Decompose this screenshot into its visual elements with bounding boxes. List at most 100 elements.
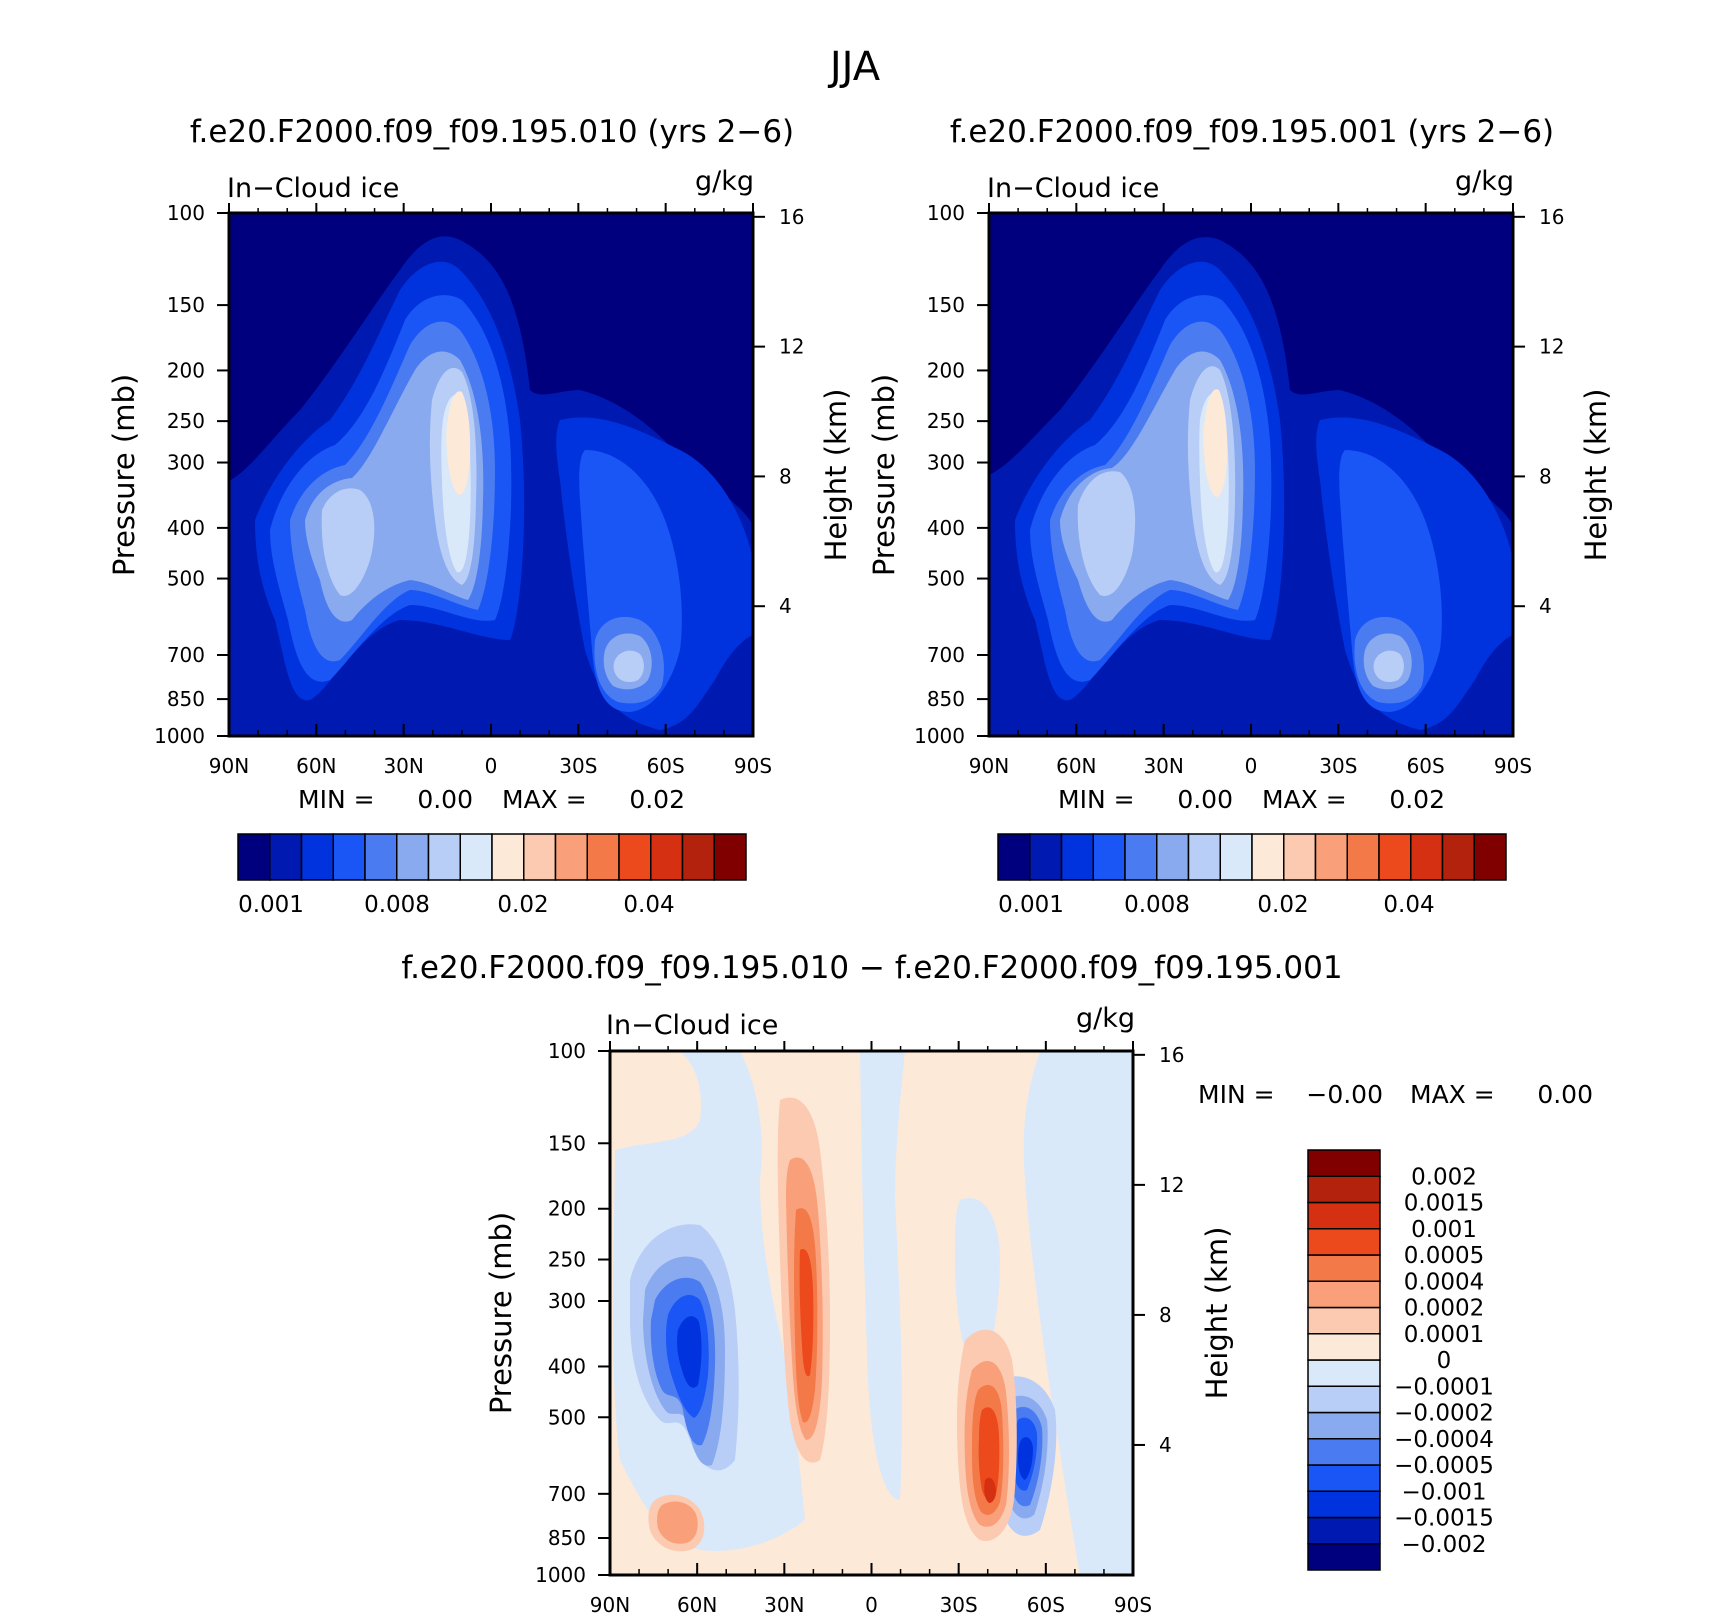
x-tick-label: 0 bbox=[485, 754, 498, 778]
contour-pos-4b bbox=[978, 1407, 1000, 1501]
y-tick-label: 200 bbox=[167, 358, 205, 382]
colorbar-box bbox=[1307, 1254, 1381, 1282]
colorbar-label: −0.0015 bbox=[1394, 1506, 1494, 1532]
x-tick-label: 60N bbox=[296, 754, 336, 778]
x-tick-label: 30S bbox=[940, 1593, 978, 1616]
panel-010-field bbox=[229, 213, 753, 736]
height-tick-label: 16 bbox=[1159, 1043, 1184, 1067]
colorbar-label: −0.0004 bbox=[1394, 1427, 1494, 1453]
colorbar-box bbox=[300, 833, 334, 881]
height-tick-label: 4 bbox=[779, 594, 792, 618]
colorbar-label: 0 bbox=[1437, 1348, 1452, 1374]
colorbar-box bbox=[1092, 833, 1126, 881]
colorbar-box bbox=[1307, 1438, 1381, 1466]
contour-level-8 bbox=[446, 391, 471, 495]
x-tick-label: 30S bbox=[1319, 754, 1357, 778]
colorbar-box bbox=[1307, 1359, 1381, 1387]
y-tick-label: 300 bbox=[927, 451, 965, 475]
colorbar-box bbox=[1307, 1543, 1381, 1571]
colorbar-box bbox=[713, 833, 747, 881]
panel-diff-ylabel: Pressure (mb) bbox=[484, 1212, 518, 1414]
panel-010: f.e20.F2000.f09_f09.195.010 (yrs 2−6) In… bbox=[107, 114, 853, 918]
colorbar-box bbox=[1346, 833, 1380, 881]
contour-pos-2c bbox=[657, 1501, 698, 1544]
colorbar-box bbox=[650, 833, 684, 881]
colorbar-label: 0.001 bbox=[1411, 1217, 1477, 1243]
x-tick-label: 60S bbox=[1027, 1593, 1065, 1616]
x-tick-label: 90N bbox=[590, 1593, 630, 1616]
colorbar-box bbox=[427, 833, 461, 881]
colorbar-box bbox=[1378, 833, 1412, 881]
colorbar-label: 0.0015 bbox=[1404, 1191, 1484, 1217]
colorbar-box bbox=[1307, 1490, 1381, 1519]
panel-010-max-value: 0.02 bbox=[629, 785, 685, 814]
colorbar-label: 0.0002 bbox=[1404, 1296, 1484, 1322]
panel-001-variable: In−Cloud ice bbox=[987, 173, 1159, 204]
colorbar-box bbox=[1307, 1201, 1381, 1230]
contour-level-6c bbox=[613, 650, 644, 683]
colorbar-label: 0.0004 bbox=[1404, 1269, 1484, 1295]
panel-diff-max-label: MAX = bbox=[1410, 1080, 1495, 1109]
colorbar-label: 0.02 bbox=[1257, 892, 1308, 918]
y-tick-label: 400 bbox=[927, 516, 965, 540]
y-tick-label: 300 bbox=[548, 1289, 586, 1313]
panel-diff-colorbar: 0.0020.00150.0010.00050.00040.00020.0001… bbox=[1307, 1149, 1494, 1571]
colorbar-box bbox=[1029, 833, 1063, 881]
colorbar-label: −0.0005 bbox=[1394, 1453, 1494, 1479]
panel-010-ylabel: Pressure (mb) bbox=[107, 374, 141, 576]
colorbar-box bbox=[459, 833, 493, 881]
y-tick-label: 700 bbox=[167, 643, 205, 667]
colorbar-box bbox=[523, 833, 557, 881]
colorbar-label: 0.001 bbox=[998, 892, 1064, 918]
y-tick-label: 150 bbox=[927, 293, 965, 317]
colorbar-box bbox=[1307, 1175, 1381, 1204]
height-tick-label: 16 bbox=[1539, 205, 1564, 229]
contour-level-6c bbox=[1373, 650, 1404, 683]
colorbar-box bbox=[1410, 833, 1444, 881]
colorbar-box bbox=[332, 833, 366, 881]
panel-diff-min-value: −0.00 bbox=[1306, 1080, 1383, 1109]
colorbar-label: 0.008 bbox=[364, 892, 430, 918]
panel-001-min-label: MIN = bbox=[1058, 785, 1135, 814]
colorbar-label: 0.0001 bbox=[1404, 1322, 1484, 1348]
colorbar-box bbox=[1187, 833, 1221, 881]
colorbar-box bbox=[1060, 833, 1094, 881]
x-tick-label: 60N bbox=[1056, 754, 1096, 778]
colorbar-box bbox=[1307, 1411, 1381, 1440]
y-tick-label: 300 bbox=[167, 451, 205, 475]
colorbar-box bbox=[1307, 1306, 1381, 1335]
y-tick-label: 850 bbox=[548, 1526, 586, 1550]
colorbar-box bbox=[269, 833, 303, 881]
panel-010-min-value: 0.00 bbox=[417, 785, 473, 814]
panel-001-ylabel-right: Height (km) bbox=[1579, 389, 1613, 562]
panel-001-colorbar: 0.001 0.008 0.02 0.04 bbox=[997, 833, 1507, 918]
contour-pos-4 bbox=[799, 1249, 814, 1377]
y-tick-label: 150 bbox=[548, 1131, 586, 1155]
height-tick-label: 4 bbox=[1159, 1433, 1172, 1457]
contour-pos-5 bbox=[984, 1477, 996, 1503]
x-tick-label: 30N bbox=[1143, 754, 1183, 778]
y-tick-label: 500 bbox=[167, 567, 205, 591]
colorbar-label: 0.04 bbox=[623, 892, 674, 918]
height-tick-label: 8 bbox=[1159, 1303, 1172, 1327]
height-tick-label: 16 bbox=[779, 205, 804, 229]
panel-diff-title: f.e20.F2000.f09_f09.195.010 − f.e20.F200… bbox=[401, 950, 1342, 986]
colorbar-box bbox=[1307, 1385, 1381, 1414]
y-tick-label: 1000 bbox=[535, 1563, 586, 1587]
panel-diff-variable: In−Cloud ice bbox=[606, 1010, 778, 1041]
colorbar-box bbox=[364, 833, 398, 881]
contour-neg-6b bbox=[1018, 1437, 1033, 1480]
height-tick-label: 4 bbox=[1539, 594, 1552, 618]
colorbar-box bbox=[1124, 833, 1158, 881]
colorbar-box bbox=[1314, 833, 1348, 881]
colorbar-box bbox=[1473, 833, 1507, 881]
x-tick-label: 90S bbox=[734, 754, 772, 778]
colorbar-box bbox=[1307, 1333, 1381, 1361]
panel-001-units: g/kg bbox=[1455, 166, 1514, 197]
y-tick-label: 200 bbox=[548, 1197, 586, 1221]
panel-010-ylabel-right: Height (km) bbox=[819, 389, 853, 562]
colorbar-box bbox=[997, 833, 1031, 881]
x-tick-label: 60N bbox=[677, 1593, 717, 1616]
colorbar-box bbox=[681, 833, 715, 881]
x-tick-label: 0 bbox=[865, 1593, 878, 1616]
